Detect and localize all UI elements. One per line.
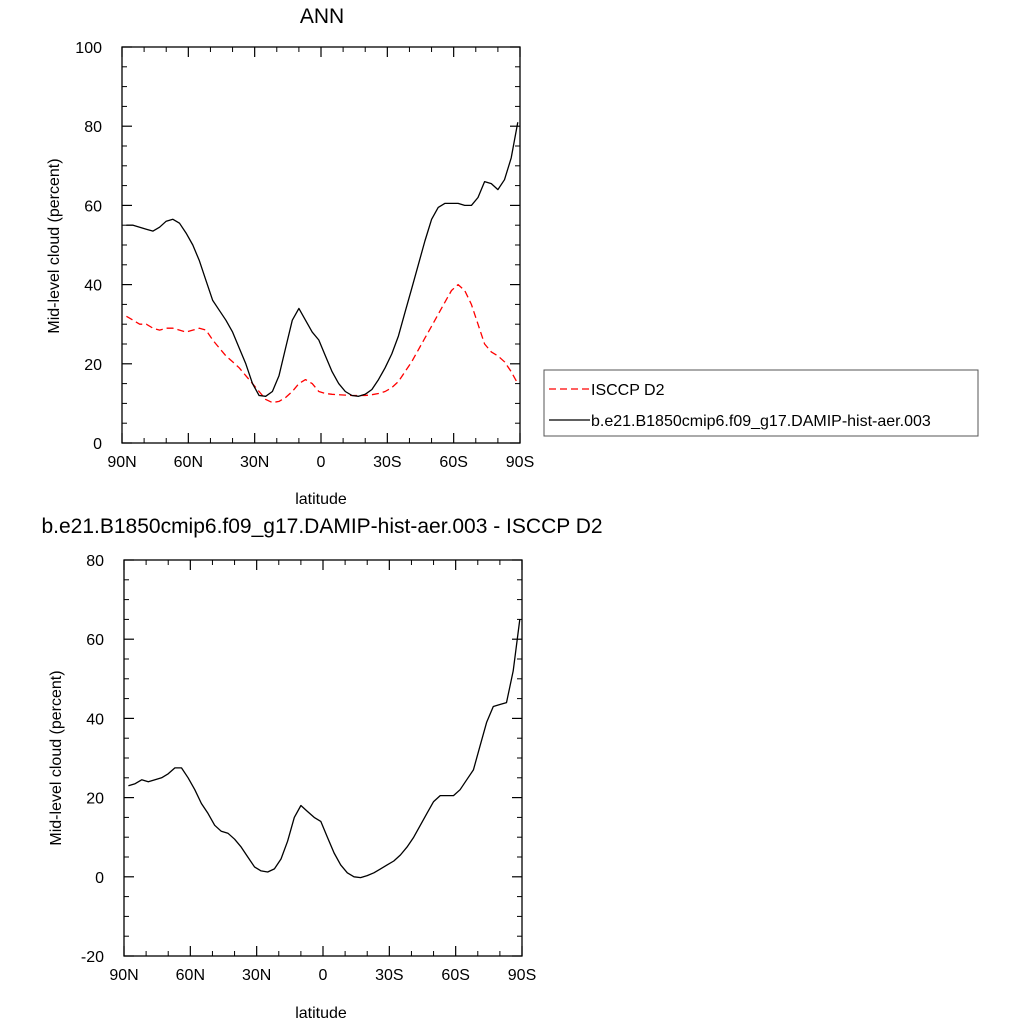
bottom-chart-y-tick-label: 40 [86, 711, 104, 728]
top-chart-y-tick-label: 100 [75, 40, 102, 57]
top-chart-ticks: 90N 60N 30N 0 30S 60S 90S 0 20 40 60 80 100 [75, 40, 534, 471]
top-chart-y-axis-label: Mid-level cloud (percent) [46, 158, 63, 333]
top-chart-x-tick-label: 90S [506, 454, 534, 471]
legend: ISCCP D2 b.e21.B1850cmip6.f09_g17.DAMIP-… [543, 369, 979, 437]
bottom-chart-y-axis-label: Mid-level cloud (percent) [48, 670, 65, 845]
bottom-chart-x-tick-label: 60N [176, 967, 205, 984]
top-chart-series-line-model [126, 122, 519, 397]
bottom-chart-series-line-difference [128, 619, 521, 879]
bottom-chart-x-tick-label: 60S [441, 967, 469, 984]
top-chart-y-tick-label: 60 [84, 198, 102, 215]
legend-label-isccp: ISCCP D2 [591, 382, 665, 399]
top-chart-y-tick-label: 80 [84, 119, 102, 136]
top-chart-x-tick-label: 0 [317, 454, 326, 471]
bottom-chart-y-tick-label: 0 [95, 870, 104, 887]
top-chart-series-line-isccp-d2 [126, 283, 519, 404]
bottom-chart-y-tick-label: 60 [86, 632, 104, 649]
bottom-chart-panel: b.e21.B1850cmip6.f09_g17.DAMIP-hist-aer.… [41, 515, 602, 1022]
bottom-chart-x-tick-label: 30S [375, 967, 403, 984]
top-chart-x-tick-label: 60S [439, 454, 467, 471]
top-chart-x-tick-label: 90N [107, 454, 136, 471]
bottom-chart-title: b.e21.B1850cmip6.f09_g17.DAMIP-hist-aer.… [41, 515, 602, 538]
bottom-chart-y-tick-label: -20 [81, 949, 104, 966]
top-chart-x-tick-label: 60N [174, 454, 203, 471]
bottom-chart-y-tick-label: 20 [86, 791, 104, 808]
bottom-chart-frame [123, 559, 523, 957]
top-chart-y-tick-label: 0 [93, 436, 102, 453]
top-chart-y-tick-label: 20 [84, 357, 102, 374]
bottom-chart-x-tick-label: 0 [319, 967, 328, 984]
top-chart-x-tick-label: 30S [373, 454, 401, 471]
bottom-chart-x-tick-label: 90S [508, 967, 536, 984]
legend-box [543, 369, 979, 437]
top-chart-series-lines [126, 122, 519, 404]
top-chart-frame [121, 46, 521, 444]
top-chart-panel: ANN latitude Mid-level cloud (percent) 9… [46, 5, 534, 508]
top-chart-x-tick-label: 30N [240, 454, 269, 471]
top-chart-x-axis-label: latitude [295, 491, 347, 508]
top-chart-y-tick-label: 40 [84, 278, 102, 295]
bottom-chart-ticks: 90N 60N 30N 0 30S 60S 90S -20 0 20 40 60 80 [81, 553, 536, 984]
bottom-chart-y-tick-label: 80 [86, 553, 104, 570]
legend-label-model: b.e21.B1850cmip6.f09_g17.DAMIP-hist-aer.… [591, 413, 931, 430]
bottom-chart-x-tick-label: 30N [242, 967, 271, 984]
bottom-chart-series-lines [128, 619, 521, 879]
bottom-chart-x-tick-label: 90N [109, 967, 138, 984]
bottom-chart-x-axis-label: latitude [295, 1005, 347, 1022]
top-chart-title: ANN [300, 5, 344, 28]
